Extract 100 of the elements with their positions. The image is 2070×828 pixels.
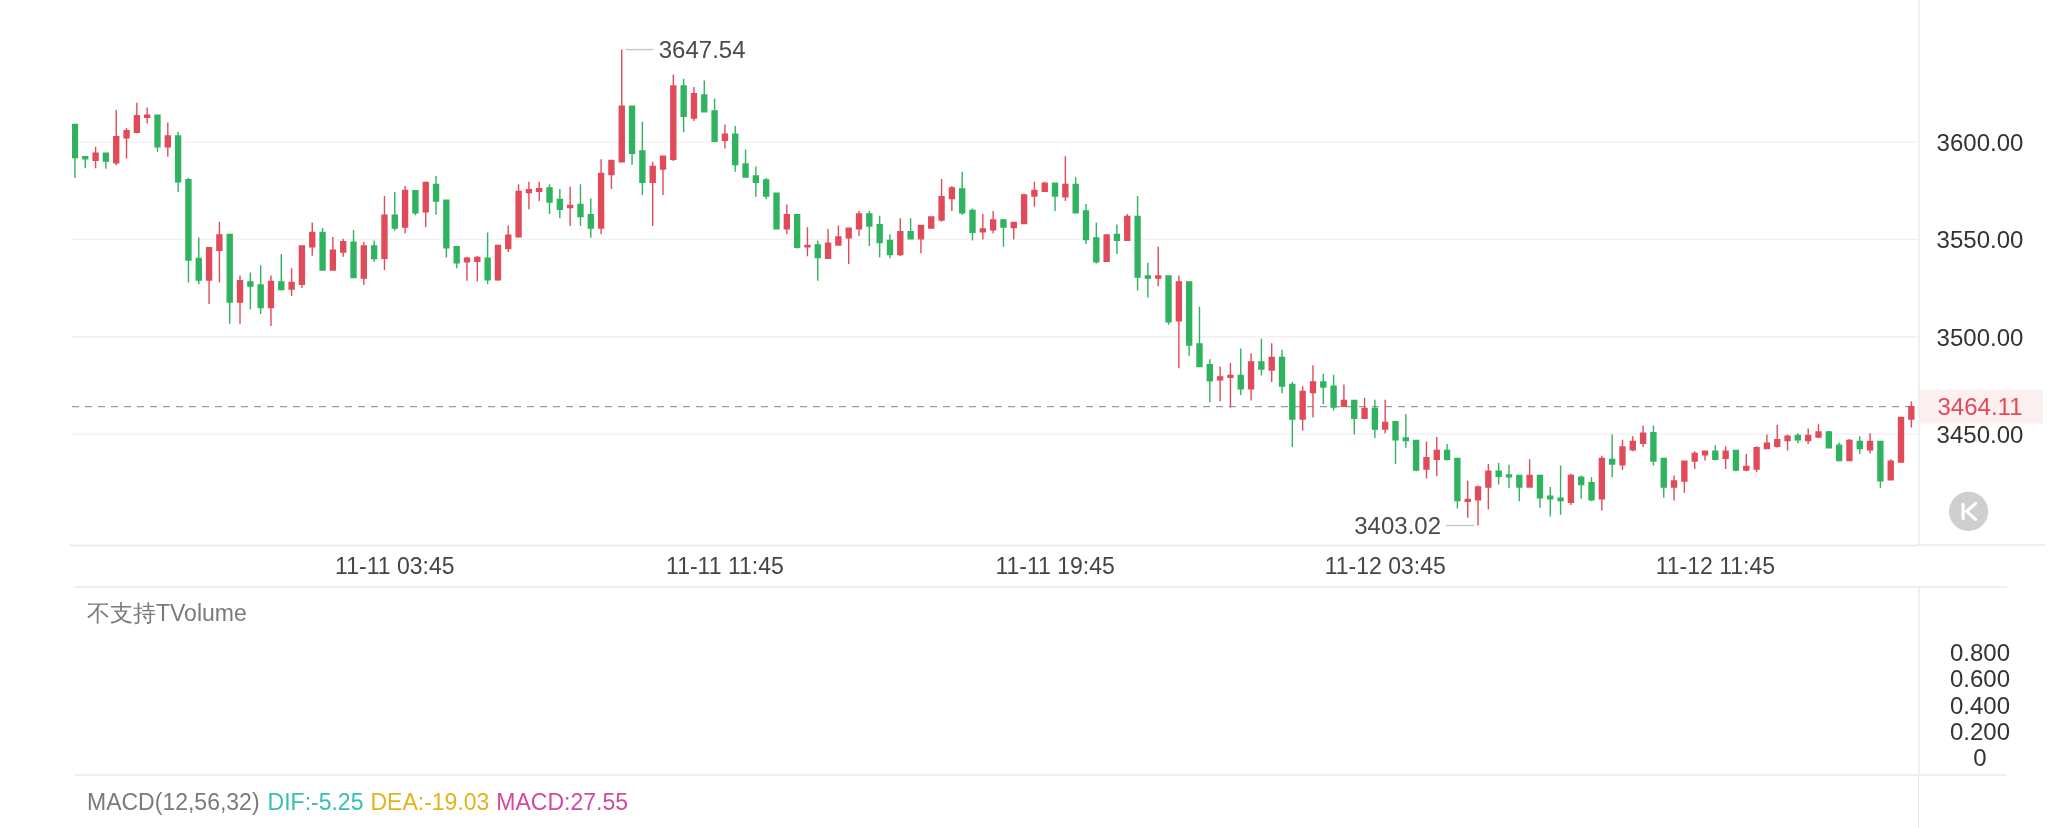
candlestick	[1681, 460, 1688, 494]
candlestick	[525, 181, 533, 210]
candlestick	[1897, 416, 1905, 463]
candlestick	[226, 233, 233, 325]
candlestick	[205, 247, 213, 305]
y-tick-label: 0.400	[1949, 691, 2011, 719]
candlestick	[845, 226, 852, 265]
candlestick	[546, 183, 553, 215]
candlestick	[628, 105, 636, 166]
candlestick	[515, 183, 522, 238]
candlestick	[1124, 213, 1131, 242]
y-tick-label: 3450.00	[1936, 420, 2024, 448]
y-tick-label: 0.600	[1949, 665, 2011, 693]
candlestick	[1062, 155, 1069, 202]
candlestick	[1505, 464, 1513, 489]
candlestick	[1516, 474, 1523, 502]
candlestick	[309, 221, 316, 257]
candlestick	[1103, 234, 1110, 262]
candlestick	[443, 199, 450, 259]
candlestick	[216, 221, 223, 284]
candlestick	[1887, 458, 1894, 481]
candlestick	[618, 48, 625, 163]
candlestick	[247, 271, 254, 310]
candlestick	[1835, 441, 1843, 462]
candlestick	[381, 195, 388, 271]
candlestick	[401, 185, 409, 234]
candlestick	[959, 170, 966, 216]
candlestick	[1660, 457, 1667, 499]
candlestick	[938, 178, 945, 223]
candlestick	[1258, 338, 1265, 377]
candlestick	[886, 233, 894, 259]
candlestick	[1691, 450, 1698, 470]
candlestick	[670, 73, 677, 162]
candlestick	[773, 192, 780, 230]
candlestick	[1877, 440, 1884, 489]
y-tick-label: 3600.00	[1936, 128, 2024, 156]
candlestick	[432, 175, 440, 216]
candlestick	[102, 152, 110, 170]
candlestick	[195, 236, 202, 286]
candlestick	[639, 120, 646, 196]
candlestick	[1526, 458, 1533, 488]
candlestick	[1351, 399, 1358, 436]
y-tick-label: 0	[1973, 743, 1987, 771]
candlestick	[123, 127, 130, 160]
candlestick	[1825, 430, 1832, 449]
candlestick	[1309, 364, 1317, 419]
x-tick-label: 11-11 03:45	[335, 553, 455, 580]
candlestick	[1031, 181, 1038, 208]
candlestick	[917, 224, 925, 254]
candlestick	[763, 177, 770, 201]
text: DEA:-19.03	[370, 789, 490, 816]
candlestick	[1268, 342, 1275, 383]
candlestick	[824, 228, 832, 259]
candlestick	[1000, 218, 1007, 248]
candlestick	[1774, 424, 1781, 449]
candlestick	[793, 213, 801, 250]
candlestick	[1082, 203, 1090, 245]
candlestick	[453, 246, 460, 269]
candlestick	[154, 114, 161, 153]
candlestick	[680, 78, 687, 134]
candlestick	[1443, 443, 1451, 462]
candlestick	[1392, 420, 1399, 465]
candlestick	[1701, 449, 1709, 462]
candlestick	[1598, 455, 1606, 512]
candlestick	[1495, 462, 1502, 486]
x-tick-label: 11-12 11:45	[1655, 553, 1775, 580]
candlestick	[360, 241, 367, 286]
candlestick	[1650, 424, 1657, 467]
candlestick	[1743, 453, 1750, 472]
candlestick	[1185, 281, 1193, 357]
candlestick	[928, 215, 935, 229]
candlestick	[907, 217, 914, 240]
candlestick	[350, 229, 357, 279]
candlestick	[1588, 476, 1595, 502]
candlestick	[804, 226, 811, 258]
candlestick	[340, 238, 347, 258]
candlestick	[1041, 181, 1048, 193]
candlestick	[1175, 274, 1183, 369]
candlestick	[1619, 439, 1626, 471]
candlestick	[711, 97, 718, 143]
candlestick	[897, 217, 904, 257]
candlestick	[236, 274, 244, 325]
y-tick-label: 3500.00	[1936, 323, 2024, 351]
text: 不支持TVolume	[87, 600, 247, 627]
candlestick	[1732, 449, 1740, 472]
candlestick	[1340, 383, 1348, 407]
candlestick	[1639, 424, 1647, 448]
candlestick	[536, 181, 543, 202]
candlestick	[1134, 195, 1141, 292]
candlestick	[1144, 262, 1152, 299]
candlestick	[1237, 347, 1244, 396]
candlestick	[1474, 484, 1482, 527]
candlestick	[1020, 193, 1028, 225]
candlestick	[1361, 396, 1368, 419]
candlestick	[742, 148, 749, 178]
candlestick	[866, 210, 873, 247]
candlestick	[969, 207, 976, 242]
candlestick	[989, 210, 997, 234]
candlestick	[1608, 433, 1616, 478]
candlestick	[566, 185, 574, 227]
